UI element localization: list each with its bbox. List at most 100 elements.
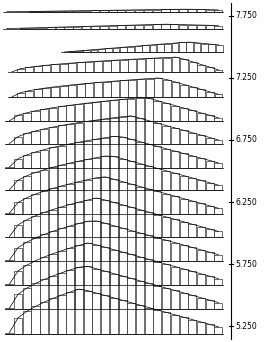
Bar xyxy=(189,87,197,97)
Bar xyxy=(119,252,127,285)
Bar xyxy=(214,232,222,237)
Bar xyxy=(206,183,214,190)
Bar xyxy=(92,139,101,168)
Bar xyxy=(40,234,48,261)
Bar xyxy=(127,254,135,285)
Bar xyxy=(119,100,127,121)
Bar xyxy=(145,144,153,168)
Bar xyxy=(171,196,179,214)
Bar xyxy=(101,271,109,309)
Bar xyxy=(170,9,178,12)
Bar xyxy=(214,327,222,333)
Bar xyxy=(84,291,92,333)
Bar xyxy=(101,223,109,261)
Bar xyxy=(75,182,83,214)
Bar xyxy=(84,141,92,168)
Bar xyxy=(101,119,109,144)
Bar xyxy=(110,298,118,333)
Bar xyxy=(136,163,144,190)
Bar xyxy=(40,170,48,190)
Bar xyxy=(91,26,99,29)
Bar xyxy=(153,24,161,29)
Bar xyxy=(94,82,102,97)
Bar xyxy=(66,163,74,190)
Bar xyxy=(23,220,31,237)
Bar xyxy=(14,180,22,190)
Bar xyxy=(108,10,117,12)
Bar xyxy=(188,272,196,285)
Bar xyxy=(171,290,179,309)
Bar xyxy=(163,80,171,97)
Bar xyxy=(49,276,57,309)
Bar xyxy=(126,10,134,12)
Bar xyxy=(180,317,188,333)
Bar xyxy=(153,214,162,237)
Bar xyxy=(144,10,152,12)
Bar xyxy=(92,221,101,261)
Bar xyxy=(180,130,188,144)
Bar xyxy=(205,10,214,12)
Text: 6.750: 6.750 xyxy=(235,135,257,144)
Bar xyxy=(49,108,57,121)
Bar xyxy=(171,219,179,237)
Bar xyxy=(179,9,187,12)
Bar xyxy=(162,126,170,144)
Bar xyxy=(14,225,22,237)
Bar xyxy=(145,283,153,309)
Text: 7.250: 7.250 xyxy=(235,74,257,82)
Bar xyxy=(75,142,83,168)
Bar xyxy=(58,273,66,309)
Bar xyxy=(119,300,127,333)
Bar xyxy=(23,176,31,190)
Bar xyxy=(162,171,170,190)
Bar xyxy=(197,250,205,261)
Bar xyxy=(172,43,178,52)
Bar xyxy=(5,308,13,309)
Bar xyxy=(85,62,93,72)
Bar xyxy=(180,245,188,261)
Bar xyxy=(94,61,102,72)
Bar xyxy=(84,121,92,144)
Bar xyxy=(47,11,55,12)
Bar xyxy=(17,69,25,72)
Bar xyxy=(5,260,13,261)
Bar xyxy=(34,66,42,72)
Bar xyxy=(145,121,153,144)
Bar xyxy=(154,78,162,97)
Bar xyxy=(127,303,135,333)
Bar xyxy=(214,303,222,309)
Bar xyxy=(153,192,162,214)
Bar xyxy=(201,43,208,52)
Bar xyxy=(58,295,66,333)
Bar xyxy=(162,312,170,333)
Bar xyxy=(31,306,40,333)
Bar xyxy=(188,295,196,309)
Bar xyxy=(180,154,188,168)
Bar xyxy=(14,202,22,214)
Bar xyxy=(40,302,48,333)
Bar xyxy=(73,11,81,12)
Bar xyxy=(76,51,83,52)
Bar xyxy=(162,288,170,309)
Bar xyxy=(49,167,57,190)
Bar xyxy=(92,178,101,214)
Bar xyxy=(119,117,127,144)
Bar xyxy=(31,152,40,168)
Text: 7.750: 7.750 xyxy=(235,11,257,20)
Bar xyxy=(101,138,109,168)
Bar xyxy=(206,229,214,237)
Bar xyxy=(29,11,37,12)
Bar xyxy=(162,24,170,29)
Bar xyxy=(5,213,13,214)
Bar xyxy=(73,27,81,29)
Bar xyxy=(214,10,222,12)
Bar xyxy=(145,259,153,285)
Bar xyxy=(60,64,67,72)
Bar xyxy=(180,59,188,72)
Bar xyxy=(31,111,40,121)
Bar xyxy=(136,233,144,261)
Bar xyxy=(162,264,170,285)
Bar xyxy=(58,146,66,168)
Bar xyxy=(136,257,144,285)
Bar xyxy=(103,61,111,72)
